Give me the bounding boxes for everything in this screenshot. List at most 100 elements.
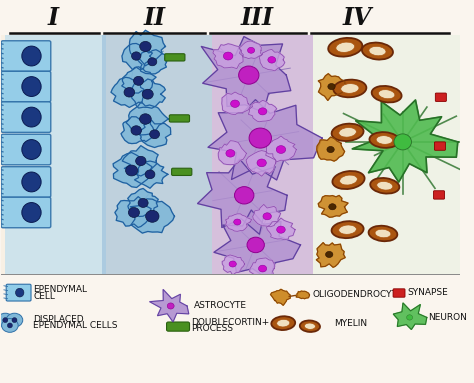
Text: EPENDYMAL CELLS: EPENDYMAL CELLS (33, 321, 118, 330)
Ellipse shape (362, 43, 393, 60)
Ellipse shape (139, 114, 151, 124)
Text: DISPLACED: DISPLACED (33, 315, 84, 324)
Ellipse shape (327, 146, 334, 152)
Ellipse shape (339, 225, 356, 234)
Polygon shape (115, 196, 151, 228)
Ellipse shape (375, 229, 391, 238)
Polygon shape (316, 242, 345, 267)
Ellipse shape (8, 323, 12, 328)
Ellipse shape (271, 316, 295, 330)
Polygon shape (135, 161, 168, 188)
Ellipse shape (376, 136, 392, 144)
Ellipse shape (145, 170, 155, 179)
Circle shape (6, 313, 23, 327)
Ellipse shape (341, 83, 359, 93)
Polygon shape (214, 210, 301, 280)
Ellipse shape (257, 159, 266, 167)
FancyBboxPatch shape (1, 134, 51, 165)
Ellipse shape (247, 47, 255, 53)
Polygon shape (130, 199, 174, 233)
Text: IV: IV (342, 6, 372, 30)
Bar (5, 35, 106, 273)
Polygon shape (122, 67, 156, 94)
Polygon shape (218, 141, 246, 165)
Ellipse shape (128, 208, 139, 218)
Ellipse shape (326, 251, 333, 257)
Ellipse shape (339, 128, 356, 137)
Circle shape (0, 313, 14, 327)
Polygon shape (266, 136, 296, 162)
Polygon shape (253, 205, 281, 227)
Bar (0, 35, 460, 273)
Text: ASTROCYTE: ASTROCYTE (194, 301, 246, 311)
Polygon shape (239, 41, 262, 59)
Polygon shape (130, 79, 165, 108)
Ellipse shape (340, 175, 357, 185)
Ellipse shape (328, 38, 362, 57)
Text: SYNAPSE: SYNAPSE (407, 288, 448, 297)
FancyBboxPatch shape (1, 41, 51, 71)
FancyBboxPatch shape (434, 191, 445, 199)
Ellipse shape (332, 171, 365, 189)
Polygon shape (150, 290, 189, 322)
Ellipse shape (22, 77, 41, 97)
Ellipse shape (22, 46, 41, 66)
Text: PROCESS: PROCESS (191, 324, 233, 333)
Ellipse shape (336, 42, 355, 52)
Ellipse shape (268, 57, 276, 63)
Ellipse shape (136, 156, 146, 165)
Ellipse shape (131, 126, 141, 135)
FancyBboxPatch shape (172, 168, 192, 175)
Ellipse shape (12, 318, 17, 322)
Polygon shape (259, 49, 285, 71)
Polygon shape (250, 258, 275, 278)
Ellipse shape (134, 76, 144, 85)
Ellipse shape (369, 46, 386, 56)
Ellipse shape (332, 124, 364, 141)
Ellipse shape (238, 66, 259, 84)
Text: MYELIN: MYELIN (334, 319, 367, 327)
FancyBboxPatch shape (166, 322, 190, 331)
Polygon shape (222, 92, 250, 115)
Polygon shape (113, 152, 152, 187)
Ellipse shape (333, 80, 366, 97)
Text: EPENDYMAL: EPENDYMAL (33, 285, 87, 294)
Ellipse shape (407, 315, 412, 320)
Bar (0, 273, 460, 382)
FancyBboxPatch shape (1, 102, 51, 133)
Ellipse shape (16, 288, 24, 297)
Ellipse shape (22, 107, 41, 127)
Text: DOUBLECORTIN+: DOUBLECORTIN+ (191, 318, 270, 327)
Polygon shape (266, 218, 295, 240)
Polygon shape (352, 100, 458, 182)
Polygon shape (198, 159, 287, 234)
Ellipse shape (369, 132, 399, 148)
Polygon shape (121, 117, 154, 144)
Polygon shape (246, 151, 276, 176)
Ellipse shape (277, 319, 290, 327)
Polygon shape (201, 37, 291, 112)
Polygon shape (318, 74, 347, 100)
Polygon shape (213, 44, 243, 69)
Ellipse shape (148, 58, 157, 66)
Polygon shape (222, 255, 245, 275)
FancyBboxPatch shape (435, 93, 447, 101)
Polygon shape (140, 120, 171, 147)
Ellipse shape (304, 323, 316, 329)
Ellipse shape (370, 178, 400, 193)
Text: NEURON: NEURON (428, 313, 467, 322)
Ellipse shape (234, 219, 241, 225)
Ellipse shape (150, 130, 160, 139)
Ellipse shape (258, 265, 267, 272)
Ellipse shape (394, 134, 411, 150)
Polygon shape (111, 77, 144, 107)
Polygon shape (248, 100, 277, 122)
Polygon shape (226, 214, 252, 231)
Text: CELL: CELL (33, 292, 55, 301)
Ellipse shape (132, 52, 141, 60)
Ellipse shape (124, 88, 135, 97)
Polygon shape (129, 30, 165, 66)
Ellipse shape (247, 237, 264, 253)
Ellipse shape (142, 89, 153, 99)
Polygon shape (137, 50, 167, 74)
